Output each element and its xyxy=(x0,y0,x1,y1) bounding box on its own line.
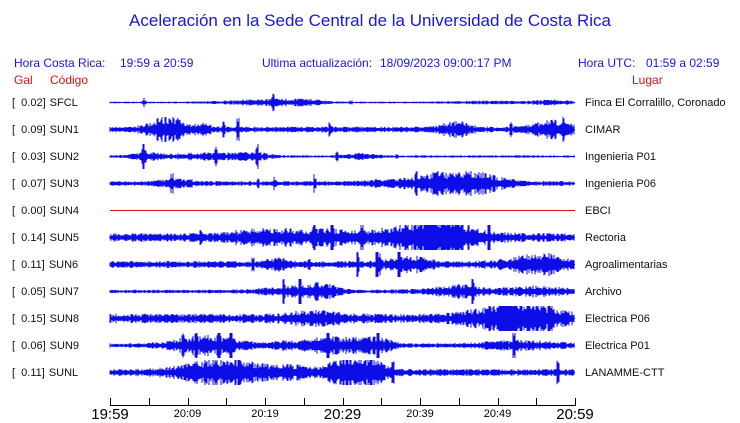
station-waveform xyxy=(109,117,575,142)
station-waveform xyxy=(109,171,575,196)
station-row: [ 0.11] SUN6 Agroalimentarias xyxy=(0,251,740,278)
station-label: [ 0.00] SUN4 xyxy=(12,205,79,217)
station-gal: [ 0.11] xyxy=(12,366,45,379)
axis-tick-label: 20:09 xyxy=(173,408,202,420)
utc-time-label: Hora UTC: xyxy=(578,56,636,70)
station-place: Agroalimentarias xyxy=(585,258,668,271)
station-code: SUN3 xyxy=(49,177,79,190)
station-place: Ingenieria P01 xyxy=(585,150,656,163)
station-waveform xyxy=(109,279,575,304)
axis-tick xyxy=(497,398,499,405)
station-row: [ 0.07] SUN3 Ingenieria P06 xyxy=(0,170,740,197)
station-gal: [ 0.03] xyxy=(12,150,46,163)
axis-tick xyxy=(303,398,305,405)
station-code: SUN4 xyxy=(49,204,79,217)
station-place: Electrica P01 xyxy=(585,339,650,352)
station-gal: [ 0.00] xyxy=(12,204,46,217)
station-place: Ingenieria P06 xyxy=(585,177,656,190)
column-header-gal: Gal xyxy=(14,73,33,87)
last-update-value: 18/09/2023 09:00:17 PM xyxy=(380,56,512,70)
station-waveform xyxy=(110,210,575,211)
station-gal: [ 0.05] xyxy=(12,285,46,298)
station-gal: [ 0.07] xyxy=(12,177,46,190)
station-row: [ 0.09] SUN1 CIMAR xyxy=(0,116,740,143)
station-waveform xyxy=(109,144,575,169)
last-update-label: Ultima actualización: xyxy=(262,56,373,70)
station-label: [ 0.03] SUN2 xyxy=(12,151,79,163)
station-place: Archivo xyxy=(585,285,622,298)
station-code: SUN1 xyxy=(49,123,79,136)
station-label: [ 0.05] SUN7 xyxy=(12,286,79,298)
station-row: [ 0.11] SUNL LANAMME-CTT xyxy=(0,359,740,386)
station-label: [ 0.07] SUN3 xyxy=(12,178,79,190)
axis-tick xyxy=(575,398,576,405)
station-row: [ 0.05] SUN7 Archivo xyxy=(0,278,740,305)
axis-tick-label: 20:39 xyxy=(406,408,434,420)
station-label: [ 0.11] SUN6 xyxy=(12,259,78,271)
station-gal: [ 0.09] xyxy=(12,123,46,136)
station-waveform xyxy=(109,333,575,358)
station-label: [ 0.11] SUNL xyxy=(12,367,78,379)
station-place: Electrica P06 xyxy=(585,312,650,325)
station-gal: [ 0.14] xyxy=(12,231,46,244)
axis-tick-label: 20:29 xyxy=(323,406,362,423)
station-code: SUNL xyxy=(48,366,79,379)
station-place: Rectoria xyxy=(585,231,626,244)
station-waveform xyxy=(109,93,575,112)
station-label: [ 0.14] SUN5 xyxy=(12,232,79,244)
axis-tick xyxy=(110,398,111,405)
axis-tick xyxy=(342,398,344,405)
axis-tick xyxy=(148,398,150,405)
station-code: SUN2 xyxy=(49,150,79,163)
station-waveform xyxy=(109,225,575,250)
station-code: SUN7 xyxy=(49,285,79,298)
station-place: LANAMME-CTT xyxy=(585,366,665,379)
axis-tick-label: 20:19 xyxy=(251,408,279,420)
axis-tick xyxy=(265,398,266,405)
station-code: SFCL xyxy=(49,96,78,109)
station-label: [ 0.15] SUN8 xyxy=(12,313,79,325)
time-axis-line xyxy=(110,405,576,406)
station-gal: [ 0.06] xyxy=(12,339,46,352)
station-place: Finca El Corralillo, Coronado xyxy=(585,96,726,109)
column-header-lugar: Lugar xyxy=(632,73,663,87)
station-gal: [ 0.02] xyxy=(12,96,46,109)
station-row: [ 0.15] SUN8 Electrica P06 xyxy=(0,305,740,332)
axis-tick xyxy=(536,398,538,405)
station-code: SUN5 xyxy=(49,231,79,244)
column-header-codigo: Código xyxy=(50,73,89,87)
station-label: [ 0.06] SUN9 xyxy=(12,340,79,352)
station-gal: [ 0.11] xyxy=(12,258,45,271)
axis-tick-label: 19:59 xyxy=(91,406,129,423)
axis-tick xyxy=(420,398,421,405)
station-row: [ 0.00] SUN4 EBCI xyxy=(0,197,740,224)
station-label: [ 0.09] SUN1 xyxy=(12,124,79,136)
axis-tick xyxy=(381,398,383,405)
station-row: [ 0.02] SFCL Finca El Corralillo, Coronad… xyxy=(0,89,740,116)
station-row: [ 0.03] SUN2 Ingenieria P01 xyxy=(0,143,740,170)
axis-tick-label: 20:59 xyxy=(556,406,594,423)
station-place: CIMAR xyxy=(585,123,621,136)
axis-tick xyxy=(187,398,189,405)
station-waveform xyxy=(109,252,575,277)
page-title: Aceleración en la Sede Central de la Uni… xyxy=(129,11,611,30)
station-place: EBCI xyxy=(585,204,611,217)
station-row: [ 0.06] SUN9 Electrica P01 xyxy=(0,332,740,359)
station-row: [ 0.14] SUN5 Rectoria xyxy=(0,224,740,251)
station-code: SUN9 xyxy=(49,339,79,352)
local-time-value: 19:59 a 20:59 xyxy=(120,56,194,70)
station-waveform xyxy=(109,360,575,385)
axis-tick xyxy=(226,398,228,405)
station-gal: [ 0.15] xyxy=(12,312,46,325)
axis-tick xyxy=(458,398,460,405)
station-label: [ 0.02] SFCL xyxy=(12,97,78,109)
station-code: SUN6 xyxy=(48,258,79,271)
axis-tick-label: 20:49 xyxy=(483,408,512,420)
local-time-label: Hora Costa Rica: xyxy=(14,56,106,70)
utc-time-value: 01:59 a 02:59 xyxy=(646,56,720,70)
station-waveform xyxy=(109,306,575,331)
station-code: SUN8 xyxy=(49,312,79,325)
